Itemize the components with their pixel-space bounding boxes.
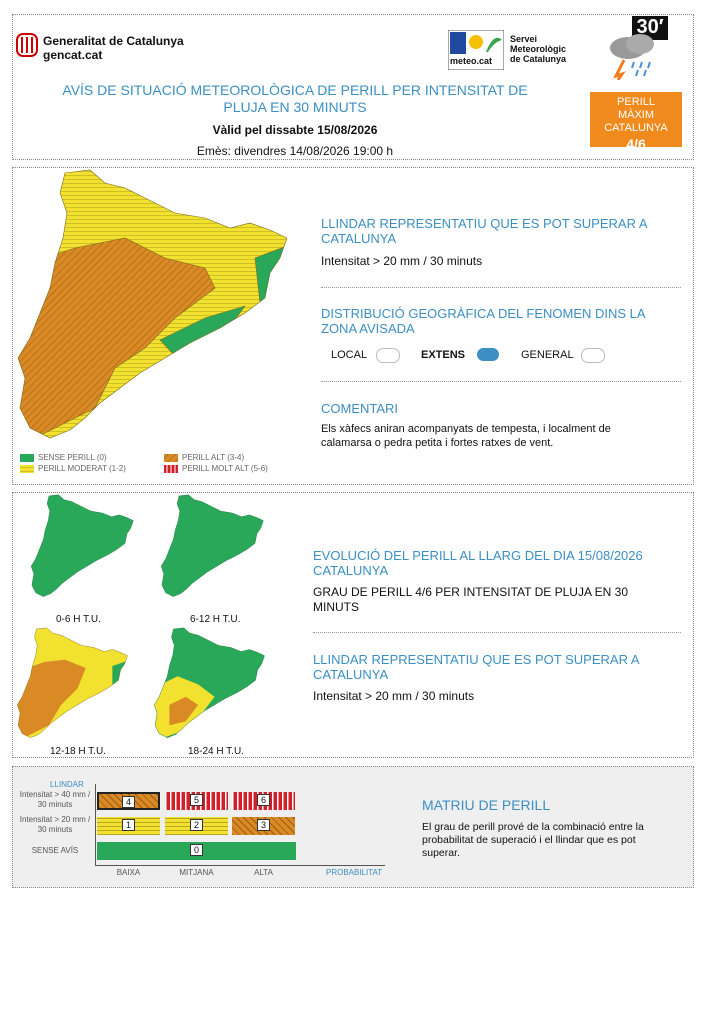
service-line: Servei [510,34,538,44]
axis-label: LLINDAR [50,780,84,789]
option-label: EXTENS [421,349,466,361]
matrix-cell: 0 [97,842,296,860]
section-title: LLINDAR REPRESENTATIU QUE ES POT SUPERAR… [313,652,639,682]
legend-label: PERILL MODERAT (1-2) [38,464,126,473]
legend-label: PERILL MOLT ALT (5-6) [182,464,268,473]
valid: Vàlid pel dissabte 15/08/2026 [212,123,378,137]
comment: Els xàfecs aniran acompanyats de tempest… [321,423,611,449]
maps [0,0,724,900]
map-label: 12-18 H T.U. [50,746,106,757]
cell-value: 3 [256,819,270,831]
max-box: PERILL MÀXIM CATALUNYA 4/6 [590,92,682,151]
summary-box [12,167,694,485]
legend-label: PERILL ALT (3-4) [182,453,245,462]
option-toggle [376,348,400,363]
legend-swatch [20,465,34,473]
column-label: ALTA [254,868,273,877]
legend-swatch [164,465,178,473]
section-title: EVOLUCIÓ DEL PERILL AL LLARG DEL DIA 15/… [313,548,643,578]
divider [321,381,681,382]
cell-value: 4 [121,796,135,808]
grade: GRAU DE PERILL 4/6 PER INTENSITAT DE PLU… [313,585,628,614]
row-label: SENSE AVÍS [31,846,79,855]
map-label: 18-24 H T.U. [188,746,244,757]
legend-swatch [164,454,178,462]
meteo-logo [448,30,504,70]
map-label: 0-6 H T.U. [56,614,101,625]
cell-value: 0 [189,844,203,856]
matrix-cell: 6 [232,792,295,810]
matrix-cell: 5 [165,792,228,810]
row-label: Intensitat > 20 mm / 30 minuts [19,815,91,834]
title: AVÍS DE SITUACIÓ METEOROLÒGICA DE PERILL… [62,82,528,115]
threshold-text: Intensitat > 20 mm / 30 minuts [321,254,483,268]
header-box [12,14,694,160]
column-label: BAIXA [116,868,141,877]
row-label: Intensitat > 40 mm / 30 minuts [19,790,91,809]
axis-line [95,865,385,866]
section-title: DISTRIBUCIÓ GEOGRÀFICA DEL FENOMEN DINS … [321,306,645,336]
cell-value: 2 [189,819,203,831]
x-label: PROBABILITAT [326,868,383,877]
matrix-cell: 4 [97,792,160,810]
cell-value: 1 [121,819,135,831]
axis-line [95,784,96,866]
option-toggle [581,348,605,363]
evolution-box [12,492,694,758]
matrix-cell: 3 [232,817,295,835]
meteo-name: meteo.cat [450,56,493,66]
option-toggle [477,348,499,361]
matrix-title: MATRIU DE PERILL [422,797,551,813]
matrix-cell: 2 [165,817,228,835]
site: gencat.cat [43,48,103,62]
column-label: MITJANA [179,868,214,877]
map-label: 6-12 H T.U. [190,614,241,625]
options: LOCAL EXTENS GENERAL [321,347,681,367]
cell-value: 5 [189,794,203,806]
org: Generalitat de Catalunya [43,34,184,48]
matrix-cell: 1 [97,817,160,835]
option-label: GENERAL [521,349,574,361]
max-value: 4/6 [626,136,646,152]
max-label: PERILL MÀXIM CATALUNYA [604,96,668,134]
divider [313,632,681,633]
section-title: COMENTARI [321,401,399,416]
cell-value: 6 [256,794,270,806]
option-label: LOCAL [331,349,368,361]
matrix-text: El grau de perill prové de la combinació… [422,821,644,859]
legend-swatch [20,454,34,462]
section-title: LLINDAR REPRESENTATIU QUE ES POT SUPERAR… [321,216,647,246]
legend-label: SENSE PERILL (0) [38,453,107,462]
service: Servei Meteorològic de Catalunya [510,34,566,64]
issued: Emès: divendres 14/08/2026 19:00 h [196,144,394,158]
service-line: Meteorològic [510,44,567,54]
threshold-text: Intensitat > 20 mm / 30 minuts [313,689,475,703]
divider [321,287,681,288]
badge-icon [610,16,668,80]
badge: 30′ [636,16,664,38]
service-line: de Catalunya [510,54,567,64]
gencat-logo [16,33,38,57]
